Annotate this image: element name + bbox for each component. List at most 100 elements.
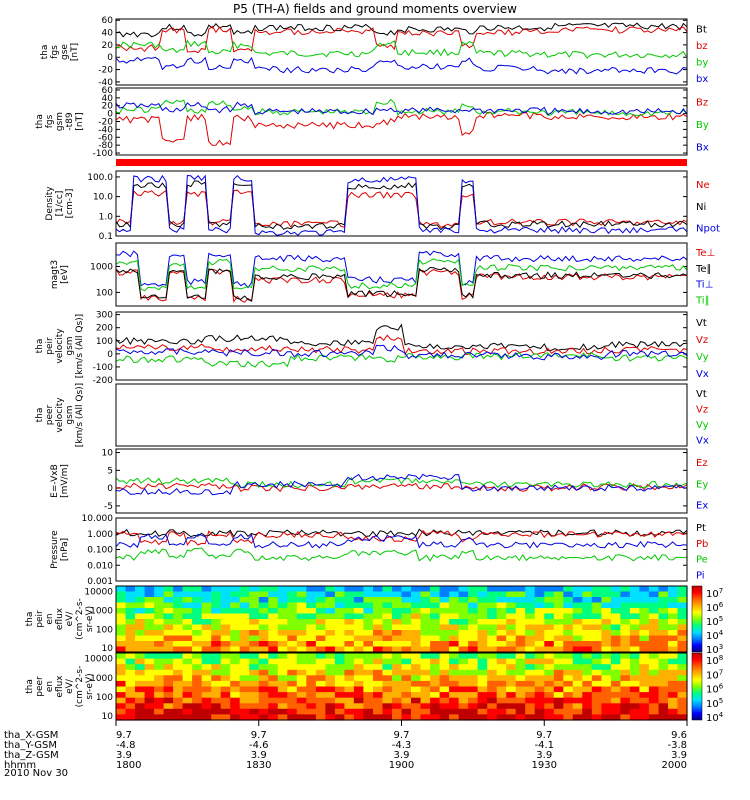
heatmap-cell: [315, 608, 326, 615]
heatmap-cell: [668, 630, 679, 637]
heatmap-cell: [277, 664, 288, 671]
heatmap-cell: [144, 680, 155, 688]
heatmap-cell: [668, 658, 679, 665]
heatmap-cell: [373, 597, 384, 604]
heatmap-cell: [296, 586, 307, 593]
heatmap-cell: [458, 664, 469, 671]
legend-Te⊥: Te⊥: [695, 248, 715, 259]
ylabel-line: eV/: [65, 678, 75, 694]
heatmap-cell: [135, 692, 146, 699]
heatmap-cell: [230, 703, 241, 710]
heatmap-cell: [249, 624, 260, 631]
heatmap-cell: [677, 680, 688, 688]
heatmap-cell: [135, 613, 146, 620]
series-line-Bx: [115, 101, 688, 116]
heatmap-cell: [353, 591, 364, 598]
heatmap-cell: [553, 703, 564, 710]
heatmap-cell: [458, 646, 469, 653]
heatmap-cell: [487, 675, 498, 682]
heatmap-cell: [591, 653, 602, 660]
heatmap-cell: [544, 680, 555, 688]
heatmap-cell: [125, 597, 136, 604]
heatmap-cell: [648, 714, 659, 721]
heatmap-cell: [306, 602, 317, 609]
heatmap-cell: [334, 697, 345, 704]
heatmap-cell: [658, 635, 669, 642]
legend-Vt: Vt: [696, 318, 707, 329]
heatmap-cell: [268, 675, 279, 682]
ylabel-line: peer: [45, 404, 55, 425]
heatmap-cell: [135, 646, 146, 653]
heatmap-cell: [239, 597, 250, 604]
heatmap-cell: [477, 703, 488, 710]
heatmap-cell: [201, 646, 212, 653]
heatmap-cell: [563, 669, 574, 676]
heatmap-cell: [544, 714, 555, 721]
heatmap-cell: [306, 608, 317, 615]
heatmap-cell: [268, 669, 279, 676]
heatmap-cell: [144, 597, 155, 604]
heatmap-cell: [163, 653, 174, 660]
heatmap-cell: [125, 641, 136, 648]
heatmap-cell: [249, 630, 260, 637]
heatmap-cell: [116, 597, 127, 604]
heatmap-cell: [220, 686, 231, 693]
heatmap-cell: [201, 708, 212, 715]
heatmap-cell: [116, 630, 127, 637]
series-line-Ti∥: [115, 258, 688, 292]
heatmap-cell: [658, 602, 669, 609]
heatmap-cell: [135, 658, 146, 665]
heatmap-cell: [668, 619, 679, 626]
heatmap-cell: [458, 624, 469, 631]
heatmap-cell: [553, 624, 564, 631]
heatmap-cell: [420, 714, 431, 721]
heatmap-cell: [534, 658, 545, 665]
heatmap-cell: [277, 608, 288, 615]
heatmap-cell: [544, 669, 555, 676]
heatmap-cell: [211, 613, 222, 620]
heatmap-cell: [220, 675, 231, 682]
heatmap-cell: [239, 602, 250, 609]
heatmap-cell: [239, 624, 250, 631]
heatmap-cell: [496, 630, 507, 637]
heatmap-cell: [373, 630, 384, 637]
heatmap-cell: [353, 608, 364, 615]
heatmap-cell: [277, 624, 288, 631]
heatmap-cell: [249, 646, 260, 653]
heatmap-cell: [353, 597, 364, 604]
heatmap-cell: [163, 664, 174, 671]
heatmap-cell: [648, 680, 659, 688]
heatmap-cell: [430, 703, 441, 710]
heatmap-cell: [201, 597, 212, 604]
legend-bx: bx: [696, 74, 708, 85]
heatmap-cell: [620, 714, 631, 721]
ytick-label: 10.0: [93, 193, 113, 203]
heatmap-cell: [363, 697, 374, 704]
heatmap-cell: [344, 630, 355, 637]
heatmap-cell: [496, 658, 507, 665]
xtick-label: 9.7: [536, 730, 552, 741]
heatmap-cell: [477, 646, 488, 653]
heatmap-cell: [173, 591, 184, 598]
heatmap-cell: [668, 641, 679, 648]
heatmap-cell: [553, 597, 564, 604]
heatmap-cell: [277, 703, 288, 710]
heatmap-cell: [515, 602, 526, 609]
ylabel-line: sr-eV): [85, 673, 95, 699]
heatmap-cell: [296, 624, 307, 631]
heatmap-cell: [353, 635, 364, 642]
heatmap-cell: [468, 692, 479, 699]
heatmap-cell: [411, 597, 422, 604]
ytick-label: 1000: [90, 262, 113, 272]
heatmap-cell: [182, 624, 193, 631]
heatmap-cell: [620, 658, 631, 665]
heatmap-cell: [544, 697, 555, 704]
heatmap-cell: [677, 613, 688, 620]
heatmap-cell: [677, 708, 688, 715]
heatmap-cell: [591, 635, 602, 642]
heatmap-cell: [315, 664, 326, 671]
heatmap-cell: [201, 624, 212, 631]
heatmap-cell: [182, 714, 193, 721]
heatmap-cell: [125, 680, 136, 688]
heatmap-cell: [620, 646, 631, 653]
